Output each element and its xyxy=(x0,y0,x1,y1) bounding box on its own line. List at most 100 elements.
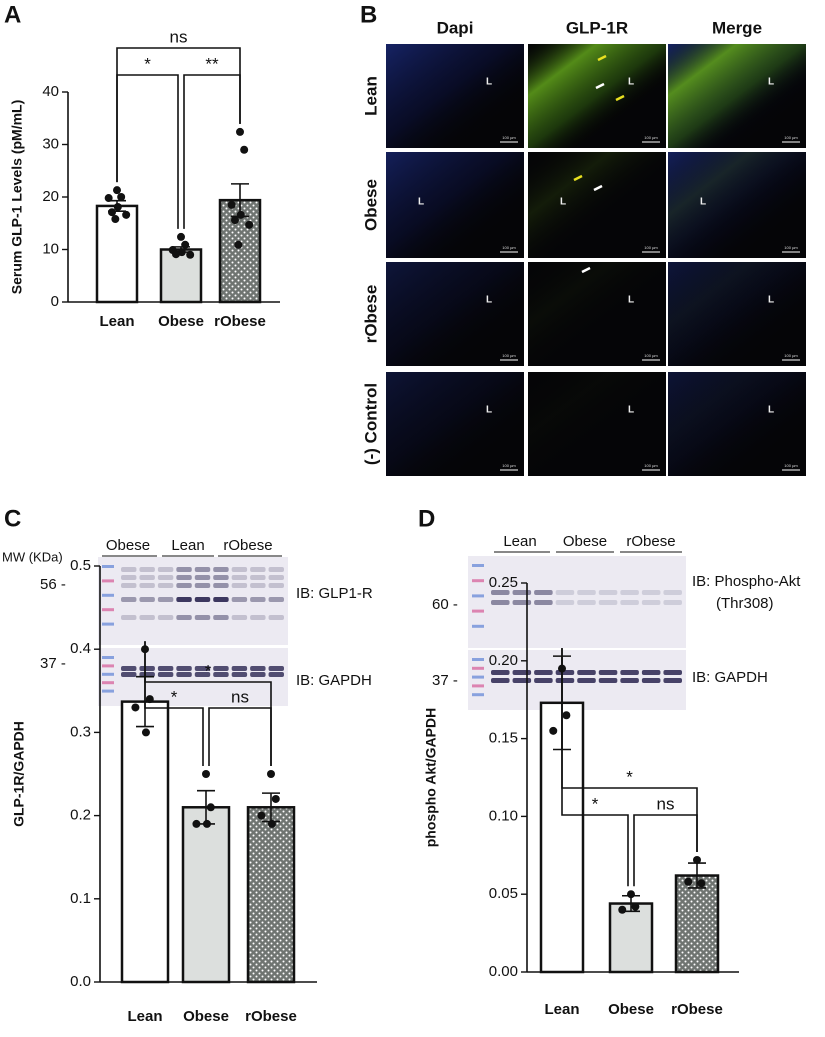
blot-band xyxy=(157,567,174,572)
blot-band xyxy=(491,590,510,595)
significance-bracket xyxy=(116,74,179,229)
ladder-band xyxy=(102,689,114,693)
blot-band xyxy=(121,672,137,677)
data-point xyxy=(549,726,558,735)
glp1r-signal xyxy=(668,372,806,476)
lumen-label: L xyxy=(486,295,492,306)
dapi-signal xyxy=(386,372,524,476)
lane-group: Obese xyxy=(106,537,150,554)
scale-label: 100 µm xyxy=(784,135,798,140)
scale-label: 100 µm xyxy=(502,135,516,140)
lumen-label: L xyxy=(560,197,566,208)
blot-band xyxy=(121,666,137,671)
blot-band xyxy=(598,590,618,595)
blot-band xyxy=(139,575,155,580)
blot-band xyxy=(194,597,211,602)
data-point xyxy=(172,250,180,259)
data-point xyxy=(271,794,280,803)
blot-band xyxy=(512,678,532,683)
mw-marker: 37 - xyxy=(40,655,66,672)
data-point xyxy=(240,145,249,154)
blot-band xyxy=(213,666,229,671)
x-tick-label: Obese xyxy=(608,1001,654,1018)
row-header: rObese xyxy=(361,285,380,344)
ladder-band xyxy=(472,675,484,679)
scale-label: 100 µm xyxy=(502,463,516,468)
data-point xyxy=(113,202,122,211)
mw-marker: 37 - xyxy=(432,672,458,689)
ladder-band xyxy=(472,658,484,661)
bar xyxy=(246,806,296,984)
blot-band xyxy=(231,583,248,588)
blot-band xyxy=(194,575,211,580)
arrow xyxy=(573,174,583,182)
y-tick-label: 0.0 xyxy=(70,973,91,990)
x-tick-label: rObese xyxy=(214,313,266,330)
blot-band xyxy=(250,597,266,602)
y-tick-label: 0.15 xyxy=(489,730,518,747)
blot-band xyxy=(121,615,137,620)
blot-band xyxy=(176,583,192,588)
scale-label: 100 µm xyxy=(502,353,516,358)
data-point xyxy=(141,728,150,737)
blot-band xyxy=(577,670,596,675)
blot-band xyxy=(598,600,618,605)
ladder-band xyxy=(472,693,484,697)
scale-label: 100 µm xyxy=(784,463,798,468)
data-point xyxy=(267,770,275,778)
data-point xyxy=(192,819,201,828)
blot-band xyxy=(268,567,284,572)
blot-band xyxy=(268,615,284,620)
dapi-signal xyxy=(386,152,524,258)
blot-band xyxy=(176,597,192,602)
blot-band xyxy=(176,615,192,620)
data-point xyxy=(202,819,211,828)
arrow xyxy=(593,184,603,192)
blot-band xyxy=(534,670,553,675)
y-tick-label: 0.05 xyxy=(489,885,518,902)
blot-band xyxy=(213,615,229,620)
blot-band xyxy=(121,575,137,580)
y-tick-label: 0.25 xyxy=(489,574,518,591)
data-point xyxy=(562,711,571,720)
microscopy: Dapi GLP-1R Merge Lean L 100 µm L 100 µm L 100 µm… xyxy=(361,18,806,476)
ladder-band xyxy=(472,624,484,628)
row-header: Obese xyxy=(361,179,380,231)
lumen-label: L xyxy=(768,405,774,416)
lane-group: Lean xyxy=(171,537,204,554)
blot-band xyxy=(620,590,639,595)
dapi-signal xyxy=(386,262,524,366)
blot-band xyxy=(176,672,192,677)
ladder-band xyxy=(102,565,114,568)
row-header: (-) Control xyxy=(361,383,380,465)
blot-band xyxy=(176,567,192,572)
scale-label: 100 µm xyxy=(644,135,658,140)
blots: Obese Lean rObese MW (KDa) 56 - 37 - IB: GLP1-… xyxy=(2,533,801,710)
column-header: Merge xyxy=(712,18,762,37)
bar xyxy=(159,248,203,304)
blot-band xyxy=(620,670,639,675)
blot-band xyxy=(121,583,137,588)
blot-band xyxy=(157,615,174,620)
blot-band xyxy=(268,583,284,588)
x-tick-label: rObese xyxy=(671,1001,723,1018)
blot-band xyxy=(641,600,661,605)
blot-band xyxy=(231,615,248,620)
significance-bracket xyxy=(561,648,629,887)
bar xyxy=(181,806,231,984)
data-point xyxy=(227,200,236,209)
mw-marker: 56 - xyxy=(40,576,66,593)
lane-group: Lean xyxy=(503,533,536,550)
ladder-band xyxy=(472,684,484,688)
blot-band xyxy=(194,615,211,620)
scale-label: 100 µm xyxy=(784,353,798,358)
blot-band xyxy=(598,670,618,675)
significance-label: ns xyxy=(657,794,675,813)
x-tick-label: Lean xyxy=(544,1001,579,1018)
blot-band xyxy=(555,590,575,595)
blot-band xyxy=(157,583,174,588)
ladder-band xyxy=(102,681,114,685)
arrow xyxy=(597,54,607,62)
lane-group: rObese xyxy=(223,537,272,554)
blot-band xyxy=(268,597,284,602)
